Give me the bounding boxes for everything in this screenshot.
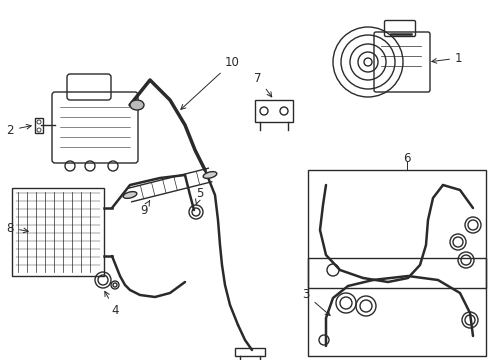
Bar: [307, 170, 485, 288]
Text: 10: 10: [181, 55, 240, 109]
Text: 8: 8: [7, 221, 28, 234]
Text: 3: 3: [302, 288, 329, 315]
Text: 1: 1: [431, 51, 462, 64]
Bar: [254, 100, 292, 122]
Ellipse shape: [130, 100, 143, 110]
Bar: [307, 258, 485, 356]
Text: 9: 9: [140, 201, 149, 216]
Ellipse shape: [123, 192, 137, 198]
Text: 5: 5: [195, 186, 203, 205]
Text: 2: 2: [6, 123, 31, 136]
Bar: [12, 188, 104, 276]
Bar: [235, 348, 264, 356]
Text: 6: 6: [403, 152, 410, 165]
Ellipse shape: [203, 172, 216, 178]
Bar: [35, 118, 43, 133]
Text: 7: 7: [254, 72, 271, 97]
Text: 4: 4: [104, 291, 119, 316]
